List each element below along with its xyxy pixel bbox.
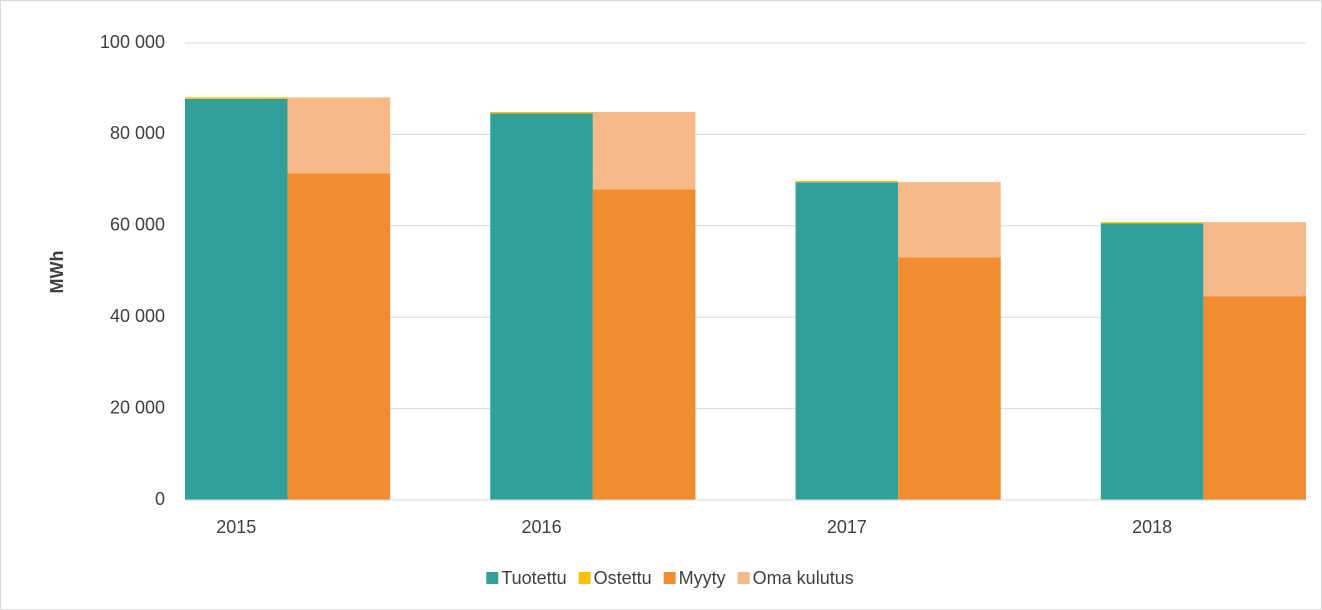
bar-segment	[795, 182, 899, 500]
legend-swatch	[663, 572, 676, 584]
legend-label: Ostettu	[594, 568, 652, 588]
bar-segment	[1203, 222, 1306, 297]
bar-segment	[185, 98, 288, 500]
legend-label: Tuotettu	[501, 568, 566, 588]
y-tick-label: 40 000	[110, 306, 165, 326]
bar-segment	[592, 112, 696, 190]
bar-segment	[490, 113, 593, 501]
bar-segment	[185, 97, 288, 99]
bar-segment	[1100, 222, 1204, 224]
y-axis-label: MWh	[47, 251, 67, 294]
y-tick-label: 20 000	[110, 397, 165, 417]
bar-segment	[592, 189, 696, 501]
legend-swatch	[578, 572, 591, 584]
x-tick-label: 2017	[827, 517, 867, 537]
x-tick-label: 2016	[522, 517, 562, 537]
y-tick-label: 60 000	[110, 215, 165, 235]
bar-segment	[287, 97, 391, 174]
bar-segment	[898, 257, 1001, 500]
y-tick-label: 100 000	[100, 32, 165, 52]
x-tick-label: 2015	[216, 517, 256, 537]
y-tick-label: 0	[155, 489, 165, 509]
legend-label: Oma kulutus	[753, 568, 854, 588]
bar-segment	[287, 173, 391, 500]
y-tick-label: 80 000	[110, 123, 165, 143]
bar-segment	[898, 181, 1001, 258]
legend-label: Myyty	[679, 568, 726, 588]
bar-segment	[795, 181, 899, 183]
legend-swatch	[737, 572, 750, 584]
x-tick-label: 2018	[1132, 517, 1172, 537]
bar-segment	[1203, 296, 1306, 500]
bar-segment	[1100, 223, 1204, 500]
bar-segment	[490, 112, 593, 114]
legend-swatch	[486, 572, 499, 584]
